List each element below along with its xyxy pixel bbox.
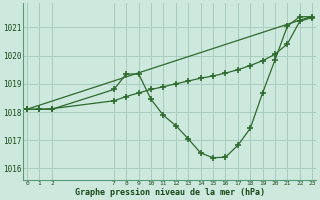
- X-axis label: Graphe pression niveau de la mer (hPa): Graphe pression niveau de la mer (hPa): [75, 188, 265, 197]
